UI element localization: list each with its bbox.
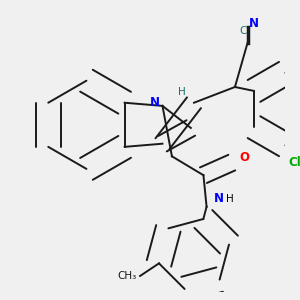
Text: N: N <box>214 192 224 205</box>
Text: CH₃: CH₃ <box>118 271 137 281</box>
Text: O: O <box>239 152 249 164</box>
Text: Cl: Cl <box>288 156 300 169</box>
Text: H: H <box>178 87 185 97</box>
Text: H: H <box>226 194 234 204</box>
Text: N: N <box>249 17 259 31</box>
Text: N: N <box>150 96 160 109</box>
Text: C: C <box>239 26 247 36</box>
